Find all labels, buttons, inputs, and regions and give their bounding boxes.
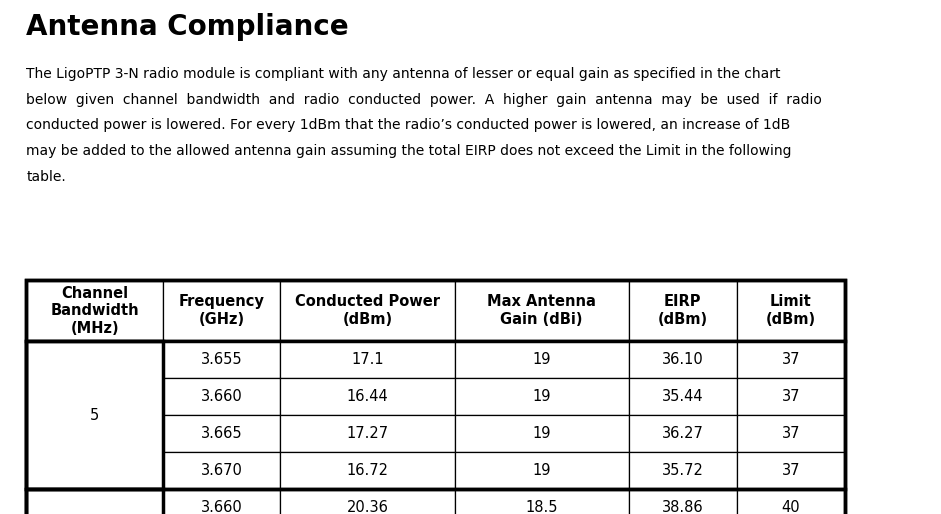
Bar bbox=[26, 341, 845, 489]
Bar bbox=[26, 489, 163, 514]
Bar bbox=[163, 378, 280, 415]
Text: 37: 37 bbox=[782, 463, 800, 478]
Bar bbox=[26, 280, 845, 341]
Text: 36.10: 36.10 bbox=[662, 352, 704, 367]
Bar bbox=[280, 280, 455, 341]
Text: Frequency
(GHz): Frequency (GHz) bbox=[179, 295, 264, 327]
Bar bbox=[163, 280, 280, 341]
Bar bbox=[26, 280, 163, 341]
Text: 37: 37 bbox=[782, 426, 800, 441]
Text: 3.655: 3.655 bbox=[200, 352, 243, 367]
Bar bbox=[26, 415, 163, 452]
Text: 5: 5 bbox=[90, 408, 99, 423]
Text: 3.660: 3.660 bbox=[200, 500, 243, 514]
Bar bbox=[280, 415, 455, 452]
Text: table.: table. bbox=[26, 170, 66, 183]
Bar bbox=[163, 341, 280, 378]
Text: 19: 19 bbox=[533, 463, 550, 478]
Text: 35.44: 35.44 bbox=[662, 389, 704, 404]
Text: 37: 37 bbox=[782, 352, 800, 367]
Bar bbox=[163, 452, 280, 489]
Bar bbox=[455, 489, 629, 514]
Bar bbox=[455, 415, 629, 452]
Text: below  given  channel  bandwidth  and  radio  conducted  power.  A  higher  gain: below given channel bandwidth and radio … bbox=[26, 93, 822, 106]
Bar bbox=[737, 341, 845, 378]
Bar bbox=[26, 452, 163, 489]
Bar bbox=[629, 415, 737, 452]
Bar bbox=[455, 280, 629, 341]
Text: 19: 19 bbox=[533, 389, 550, 404]
Text: The LigoPTP 3-N radio module is compliant with any antenna of lesser or equal ga: The LigoPTP 3-N radio module is complian… bbox=[26, 67, 781, 81]
Text: 19: 19 bbox=[533, 352, 550, 367]
Bar bbox=[629, 452, 737, 489]
Bar bbox=[26, 341, 163, 489]
Text: Limit
(dBm): Limit (dBm) bbox=[766, 295, 816, 327]
Text: 16.44: 16.44 bbox=[346, 389, 389, 404]
Bar bbox=[26, 378, 163, 415]
Text: Antenna Compliance: Antenna Compliance bbox=[26, 13, 349, 41]
Bar bbox=[26, 489, 163, 514]
Bar bbox=[629, 280, 737, 341]
Bar bbox=[280, 378, 455, 415]
Text: 36.27: 36.27 bbox=[662, 426, 704, 441]
Bar bbox=[26, 341, 163, 378]
Text: 18.5: 18.5 bbox=[525, 500, 558, 514]
Bar bbox=[737, 415, 845, 452]
Bar bbox=[629, 378, 737, 415]
Text: 38.86: 38.86 bbox=[662, 500, 704, 514]
Text: 35.72: 35.72 bbox=[662, 463, 704, 478]
Bar bbox=[280, 489, 455, 514]
Text: 3.665: 3.665 bbox=[200, 426, 243, 441]
Bar bbox=[280, 452, 455, 489]
Text: 17.27: 17.27 bbox=[346, 426, 389, 441]
Text: 16.72: 16.72 bbox=[346, 463, 389, 478]
Text: conducted power is lowered. For every 1dBm that the radio’s conducted power is l: conducted power is lowered. For every 1d… bbox=[26, 118, 790, 132]
Bar bbox=[737, 378, 845, 415]
Text: 19: 19 bbox=[533, 426, 550, 441]
Bar bbox=[737, 489, 845, 514]
Bar bbox=[280, 341, 455, 378]
Bar bbox=[455, 341, 629, 378]
Text: Conducted Power
(dBm): Conducted Power (dBm) bbox=[295, 295, 440, 327]
Bar bbox=[26, 280, 845, 514]
Bar bbox=[163, 489, 280, 514]
Bar bbox=[26, 489, 845, 514]
Text: Max Antenna
Gain (dBi): Max Antenna Gain (dBi) bbox=[487, 295, 596, 327]
Text: 3.670: 3.670 bbox=[200, 463, 243, 478]
Bar bbox=[455, 452, 629, 489]
Bar bbox=[629, 341, 737, 378]
Text: 40: 40 bbox=[782, 500, 800, 514]
Text: 17.1: 17.1 bbox=[351, 352, 384, 367]
Bar bbox=[737, 280, 845, 341]
Text: Channel
Bandwidth
(MHz): Channel Bandwidth (MHz) bbox=[50, 286, 139, 336]
Bar bbox=[737, 452, 845, 489]
Bar bbox=[629, 489, 737, 514]
Text: may be added to the allowed antenna gain assuming the total EIRP does not exceed: may be added to the allowed antenna gain… bbox=[26, 144, 791, 158]
Text: 20.36: 20.36 bbox=[346, 500, 389, 514]
Text: EIRP
(dBm): EIRP (dBm) bbox=[658, 295, 708, 327]
Text: 3.660: 3.660 bbox=[200, 389, 243, 404]
Bar bbox=[163, 415, 280, 452]
Text: 37: 37 bbox=[782, 389, 800, 404]
Bar bbox=[455, 378, 629, 415]
